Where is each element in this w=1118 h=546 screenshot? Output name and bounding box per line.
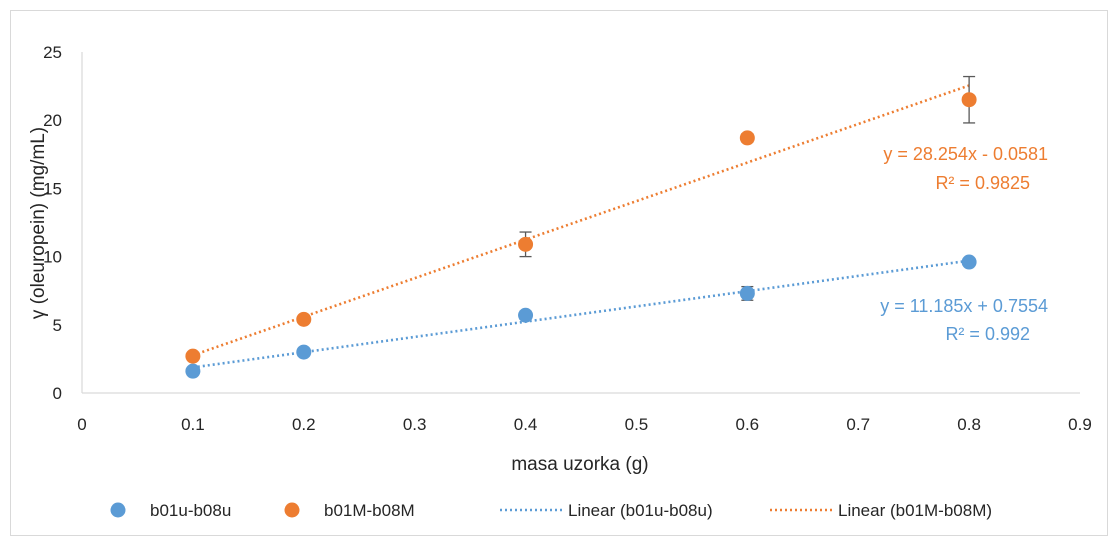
x-tick-label: 0.6 [736, 415, 760, 434]
x-axis-label: masa uzorka (g) [511, 454, 648, 475]
data-point-series-1 [961, 254, 977, 270]
trendline-2 [192, 84, 970, 357]
data-point-series-2 [518, 236, 534, 252]
data-point-series-1 [518, 307, 534, 323]
data-point-series-1 [739, 285, 755, 301]
legend-label: b01M-b08M [324, 501, 415, 520]
data-point-series-2 [739, 130, 755, 146]
y-tick-label: 10 [43, 248, 62, 267]
x-tick-label: 0.9 [1068, 415, 1092, 434]
equation-layer: y = 11.185x + 0.7554 R² = 0.992 y = 28.254… [880, 144, 1048, 344]
data-point-series-2 [296, 311, 312, 327]
trendline-equation-1: y = 11.185x + 0.7554 [880, 296, 1048, 316]
x-tick-label: 0.4 [514, 415, 538, 434]
data-point-series-1 [185, 363, 201, 379]
x-tick-label: 0.5 [625, 415, 649, 434]
data-point-series-2 [961, 92, 977, 108]
trendline-equation-2: y = 28.254x - 0.0581 [883, 144, 1048, 164]
legend-label: Linear (b01u-b08u) [568, 501, 713, 520]
x-tick-label: 0 [77, 415, 86, 434]
x-tick-label: 0.8 [957, 415, 981, 434]
data-point-series-1 [296, 344, 312, 360]
trendline-layer [192, 84, 970, 369]
error-bar-layer [186, 75, 976, 376]
chart-border [10, 10, 1108, 536]
legend-label: b01u-b08u [150, 501, 231, 520]
x-tick-label: 0.3 [403, 415, 427, 434]
x-tick-label: 0.7 [846, 415, 870, 434]
legend-marker-2 [284, 502, 300, 518]
data-point-layer [185, 92, 977, 379]
legend-marker-1 [110, 502, 126, 518]
y-tick-label: 25 [43, 43, 62, 62]
x-tick-label: 0.2 [292, 415, 316, 434]
y-tick-label: 20 [43, 111, 62, 130]
tick-label-layer: 0 0.1 0.2 0.3 0.4 0.5 0.6 0.7 0.8 0.9 0 5 10 15 20 25 [43, 43, 1092, 434]
data-point-series-2 [185, 348, 201, 364]
trendline-r2-1: R² = 0.992 [945, 324, 1030, 344]
y-tick-label: 15 [43, 179, 62, 198]
plot-area [10, 10, 1108, 536]
trendline-1 [192, 259, 970, 369]
legend-label: Linear (b01M-b08M) [838, 501, 992, 520]
y-axis-label: γ (oleuropein) (mg/mL) [28, 127, 49, 319]
legend: b01u-b08u b01M-b08M Linear (b01u-b08u) Line… [110, 501, 992, 520]
x-tick-label: 0.1 [181, 415, 205, 434]
y-tick-label: 0 [53, 384, 62, 403]
y-tick-label: 5 [53, 316, 62, 335]
trendline-r2-2: R² = 0.9825 [935, 173, 1030, 193]
